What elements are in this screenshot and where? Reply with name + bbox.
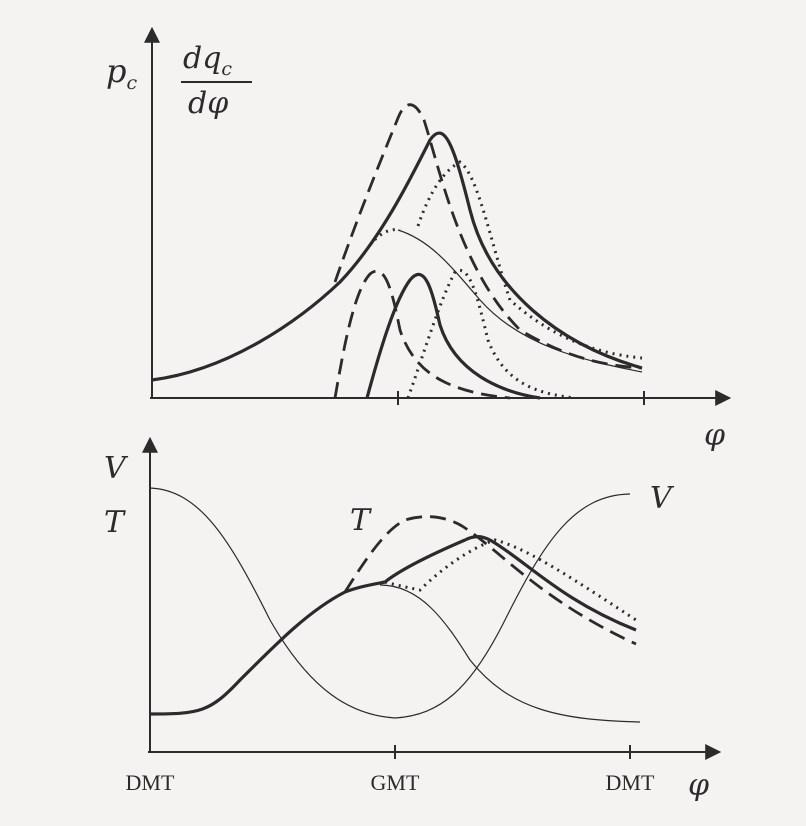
pressure-curve-late (416, 160, 643, 360)
top-frac-numerator: dqc (183, 41, 232, 80)
tick-label-dmt-start: DMT (126, 770, 175, 795)
pressure-curve-reference (151, 131, 643, 382)
volume-curve (149, 487, 631, 719)
top-y-label-p: pc (106, 52, 137, 94)
bottom-panel: V T T V φ DMT GMT DMT (104, 436, 722, 803)
temperature-curve-motoring (379, 584, 641, 723)
bottom-x-label-phi: φ (688, 768, 709, 803)
top-panel: pc dqc dφ φ (106, 26, 732, 453)
temperature-curve-early (343, 515, 637, 646)
top-frac-denominator: dφ (188, 86, 228, 121)
tick-label-gmt: GMT (371, 770, 420, 795)
pressure-curve-motoring (397, 229, 643, 373)
pressure-curve-early (333, 103, 643, 370)
heat-release-early (333, 269, 511, 400)
curve-label-v: V (650, 481, 675, 516)
heat-release-late (406, 268, 576, 400)
tick-label-dmt-end: DMT (606, 770, 655, 795)
bottom-y-label-t: T (104, 505, 126, 540)
temperature-curve-reference (149, 535, 637, 716)
temperature-curve-late (384, 538, 637, 622)
top-x-label-phi: φ (704, 418, 725, 453)
heat-release-reference (365, 272, 541, 400)
curve-label-t: T (350, 503, 372, 538)
bottom-y-label-v: V (104, 451, 129, 486)
